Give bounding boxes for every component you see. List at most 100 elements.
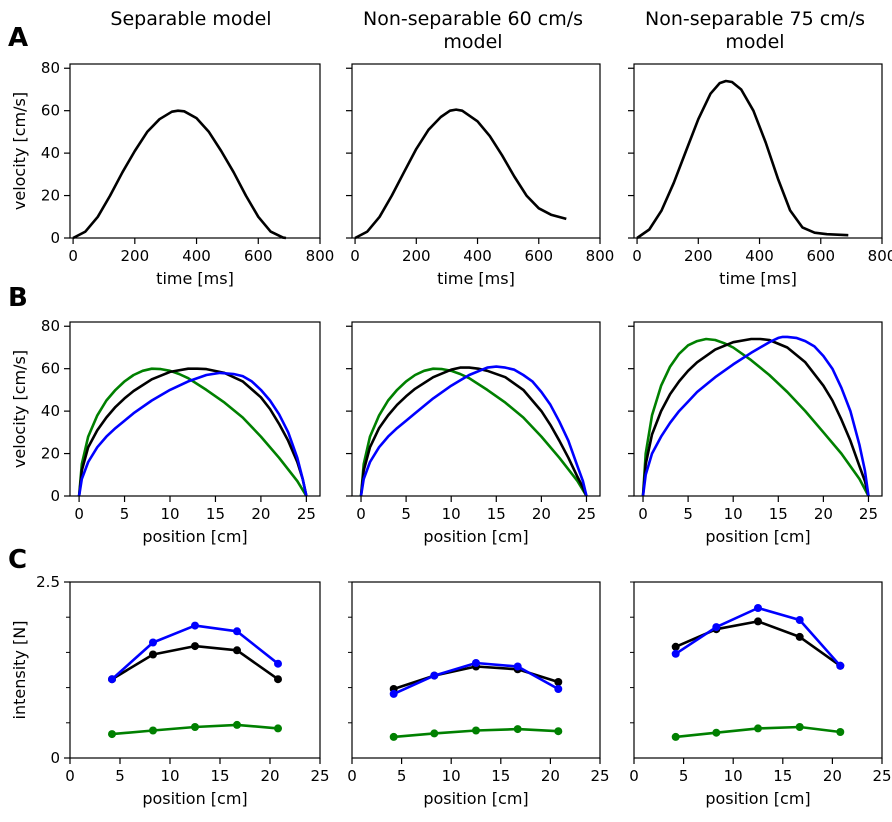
x-tick-label: 25: [590, 767, 609, 785]
data-point-black: [554, 678, 563, 686]
data-point-black: [754, 617, 762, 626]
x-tick-label: 600: [244, 247, 273, 265]
row-label-b: B: [8, 283, 28, 313]
x-tick-label: 0: [68, 247, 78, 265]
x-tick-label: 0: [632, 247, 642, 265]
data-point-blue: [712, 623, 721, 632]
x-tick-label: 10: [160, 505, 179, 523]
series-line-blue: [359, 365, 588, 497]
data-point-green: [754, 724, 762, 733]
x-tick-label: 200: [120, 247, 149, 265]
data-point-green: [430, 729, 439, 738]
x-tick-label: 15: [491, 767, 510, 785]
plot-frame: [69, 63, 321, 239]
y-tick-label: 60: [41, 360, 60, 378]
series-line-green: [641, 337, 870, 497]
data-point-black: [274, 675, 282, 684]
y-tick-label: 20: [41, 445, 60, 463]
x-tick-label: 0: [356, 505, 366, 523]
series-line-blue: [111, 624, 279, 681]
x-axis-label: time [ms]: [156, 269, 234, 288]
data-point-blue: [274, 659, 282, 668]
x-axis-label: position [cm]: [142, 789, 247, 808]
x-tick-label: 200: [402, 247, 431, 265]
data-point-blue: [191, 621, 199, 630]
data-point-green: [149, 726, 157, 735]
panel-a-3: 0 200 400 600 800 time [ms]: [628, 63, 892, 288]
panel-c-2: 0 5 10 15 20 25 position [cm]: [347, 581, 610, 808]
data-point-green: [108, 730, 116, 739]
x-axis-label: position [cm]: [423, 527, 528, 546]
panel-c-1: 0 5 10 15 20 25 0 2.5 position [cm] intensity [N]: [10, 573, 330, 808]
x-tick-label: 15: [487, 505, 506, 523]
x-tick-label: 600: [806, 247, 835, 265]
series-line-black: [641, 337, 870, 497]
data-point-green: [795, 723, 804, 731]
series-line-black: [77, 367, 308, 497]
x-tick-label: 5: [679, 767, 689, 785]
series-line-blue: [77, 371, 308, 497]
data-point-black: [149, 650, 157, 659]
x-axis-label: time [ms]: [437, 269, 515, 288]
data-point-green: [554, 727, 563, 736]
x-tick-label: 0: [350, 247, 360, 265]
plot-frame: [69, 581, 321, 759]
series-line-blue: [641, 335, 870, 497]
x-tick-label: 20: [251, 505, 270, 523]
column-title-2-line-2: model: [443, 31, 502, 53]
data-point-blue: [389, 689, 398, 698]
series-line-black: [111, 644, 279, 681]
x-tick-label: 25: [872, 767, 891, 785]
data-point-green: [389, 732, 398, 741]
x-tick-label: 400: [745, 247, 774, 265]
data-point-blue: [472, 659, 480, 667]
panel-b-1: 0 5 10 15 20 25 0 20 40 60 80 position [cm] velocity…: [10, 317, 321, 546]
data-point-green: [191, 723, 199, 731]
plot-frame: [633, 321, 883, 497]
y-tick-label: 80: [41, 59, 60, 77]
x-tick-label: 800: [586, 247, 615, 265]
data-point-green: [513, 725, 522, 734]
x-tick-label: 25: [310, 767, 329, 785]
x-tick-label: 5: [401, 505, 411, 523]
x-axis-label: position [cm]: [705, 789, 810, 808]
plot-frame: [351, 321, 601, 497]
column-title-3-line-2: model: [725, 31, 784, 53]
series-line-black: [675, 620, 842, 667]
x-tick-label: 20: [541, 767, 560, 785]
data-point-blue: [554, 685, 563, 693]
x-tick-label: 200: [684, 247, 713, 265]
series-line-black: [359, 366, 588, 497]
x-axis-label: time [ms]: [719, 269, 797, 288]
data-point-black: [233, 646, 241, 655]
data-point-green: [233, 720, 241, 729]
x-tick-label: 10: [442, 505, 461, 523]
series-line-black: [354, 108, 567, 240]
x-tick-label: 5: [120, 505, 130, 523]
y-tick-label: 80: [41, 317, 60, 335]
series-line-black: [72, 109, 287, 240]
row-label-c: C: [8, 545, 27, 575]
x-tick-label: 15: [769, 505, 788, 523]
x-tick-label: 20: [823, 767, 842, 785]
plot-frame: [69, 321, 321, 497]
data-point-blue: [836, 661, 845, 670]
row-label-a: A: [8, 23, 28, 53]
series-line-black: [636, 79, 849, 240]
data-point-green: [836, 728, 845, 736]
x-tick-label: 15: [210, 767, 229, 785]
x-tick-label: 5: [397, 767, 407, 785]
plot-frame: [633, 581, 883, 759]
x-axis-label: position [cm]: [423, 789, 528, 808]
y-tick-label: 2.5: [36, 573, 60, 591]
x-tick-label: 10: [442, 767, 461, 785]
x-tick-label: 0: [74, 505, 84, 523]
data-point-green: [472, 726, 480, 735]
x-tick-label: 400: [182, 247, 211, 265]
y-axis-label: intensity [N]: [10, 621, 29, 720]
data-point-blue: [430, 671, 439, 680]
plot-frame: [633, 63, 883, 239]
series-line-green: [77, 367, 308, 497]
